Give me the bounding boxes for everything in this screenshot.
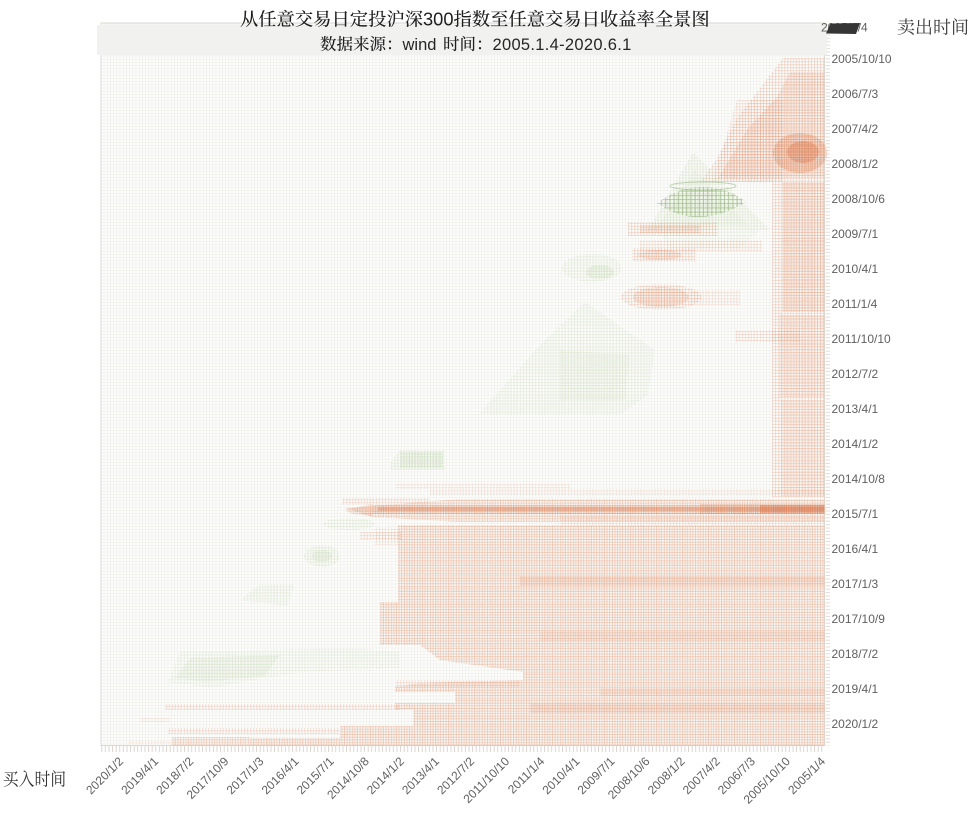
svg-text:2009/7/1: 2009/7/1 [832,227,879,241]
svg-text:2008/1/2: 2008/1/2 [832,157,879,171]
svg-text:wind: wind [402,36,437,54]
svg-text:2017/10/9: 2017/10/9 [832,612,886,626]
svg-text:2014/10/8: 2014/10/8 [832,472,886,486]
svg-text:2010/4/1: 2010/4/1 [832,262,879,276]
svg-text:300: 300 [423,9,454,30]
svg-text:2008/1/2: 2008/1/2 [645,754,688,797]
svg-text:2020/1/2: 2020/1/2 [832,717,879,731]
svg-text:2017/1/3: 2017/1/3 [832,577,879,591]
svg-text:2018/7/2: 2018/7/2 [832,647,879,661]
svg-text:2016/4/1: 2016/4/1 [832,542,879,556]
svg-text:2010/4/1: 2010/4/1 [539,754,582,797]
svg-text:2013/4/1: 2013/4/1 [399,754,442,797]
svg-text:2006/7/3: 2006/7/3 [832,87,879,101]
svg-text:2015/7/1: 2015/7/1 [832,507,879,521]
svg-text:2011/1/4: 2011/1/4 [832,297,878,311]
svg-text:2019/4/1: 2019/4/1 [832,682,879,696]
svg-text:2016/4/1: 2016/4/1 [259,754,302,797]
svg-text:2017/1/3: 2017/1/3 [224,754,267,797]
svg-text:2005.1.4-2020.6.1: 2005.1.4-2020.6.1 [493,36,632,54]
svg-text:2005/1/4: 2005/1/4 [785,754,828,797]
svg-text:2014/1/2: 2014/1/2 [364,754,407,797]
svg-text:2013/4/1: 2013/4/1 [832,402,879,416]
svg-text:2014/1/2: 2014/1/2 [832,437,879,451]
svg-text:2007/4/2: 2007/4/2 [680,754,723,797]
svg-text:2007/4/2: 2007/4/2 [832,122,879,136]
svg-text:2005/10/10: 2005/10/10 [832,52,892,66]
svg-text:2011/10/10: 2011/10/10 [832,332,891,346]
svg-text:2012/7/2: 2012/7/2 [832,367,879,381]
svg-text:2008/10/6: 2008/10/6 [832,192,886,206]
svg-text:2019/4/1: 2019/4/1 [118,754,161,797]
svg-text:2020/1/2: 2020/1/2 [83,754,126,797]
